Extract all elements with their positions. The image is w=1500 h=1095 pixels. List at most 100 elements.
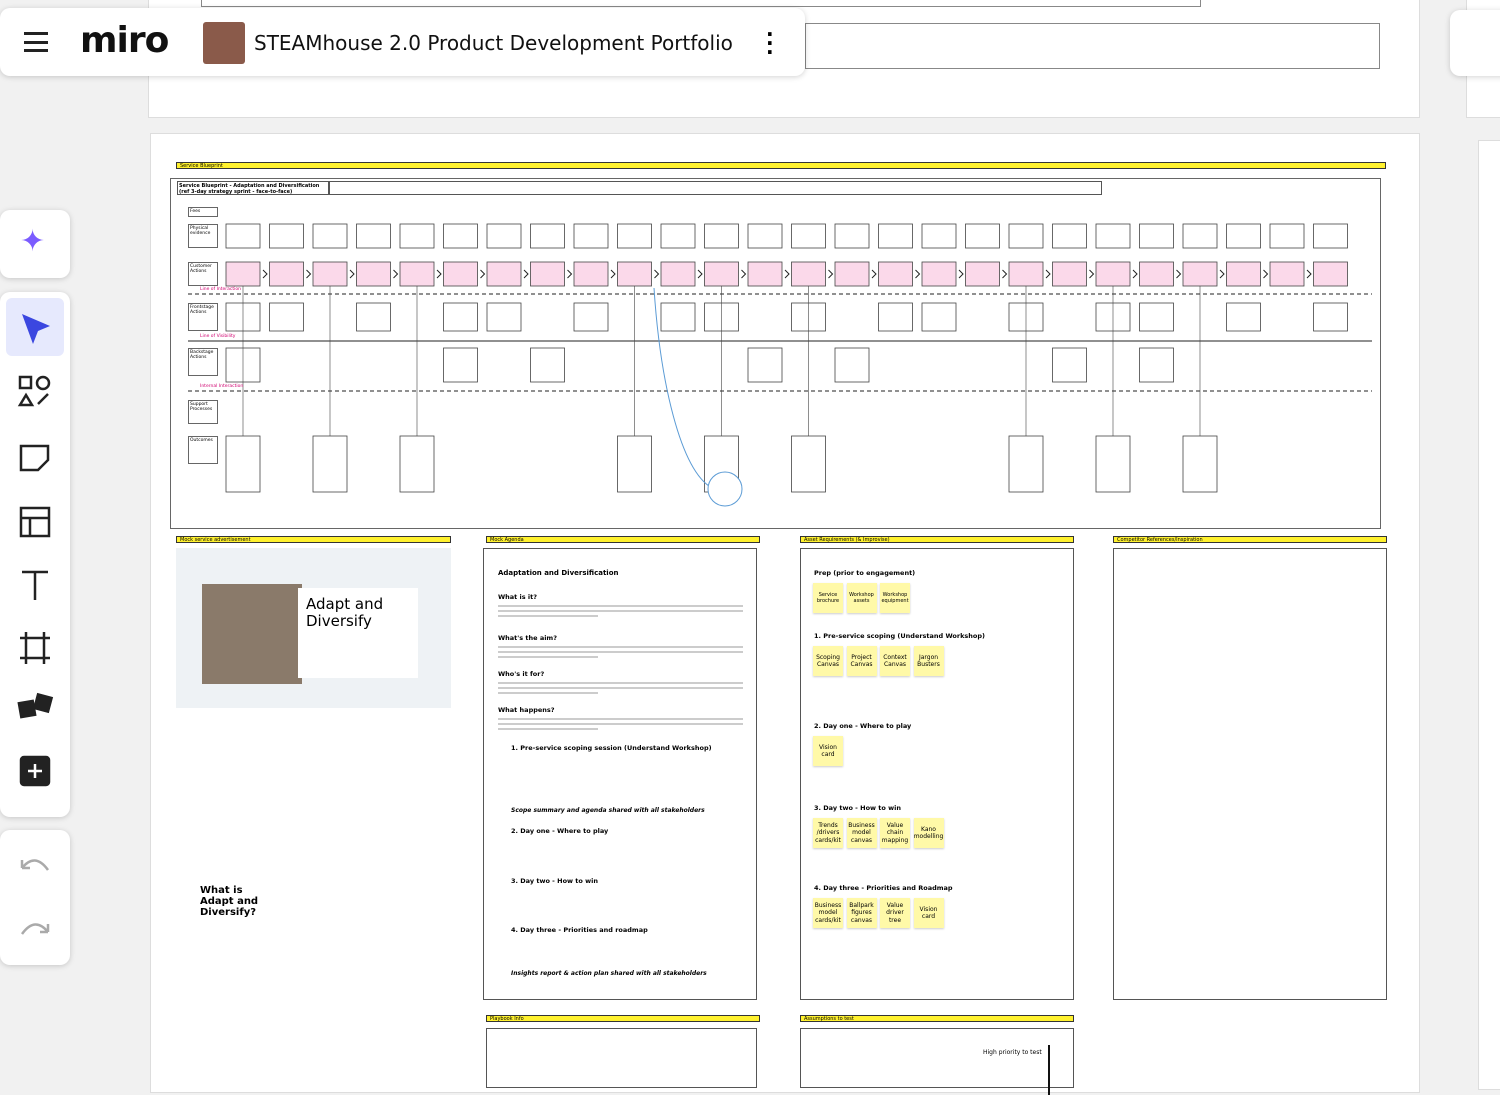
arrow <box>262 269 268 279</box>
evidence-box <box>486 223 522 249</box>
ai-button[interactable]: ✦ <box>20 224 46 259</box>
action-box <box>660 261 696 287</box>
evidence-box <box>269 223 304 249</box>
frontstage-box <box>573 302 609 332</box>
evidence-box <box>747 223 783 249</box>
action-box <box>1008 261 1044 287</box>
frame-label: Assumptions to test <box>800 1015 1074 1022</box>
action-box <box>1182 261 1218 287</box>
lane-label: Outcomes <box>188 436 218 464</box>
evidence-box <box>225 223 261 249</box>
agenda-doc: Adaptation and Diversification What is i… <box>483 548 757 1000</box>
board-title[interactable]: STEAMhouse 2.0 Product Development Portf… <box>254 31 733 55</box>
sticky-note: Business model canvas <box>846 818 877 848</box>
sticky-note: Kano modelling <box>913 818 944 848</box>
sticky-note: Workshop assets <box>846 583 877 613</box>
agenda-item: 3. Day two - How to win <box>511 877 599 885</box>
sticky-note: Value chain mapping <box>880 818 910 848</box>
ad-question: What is Adapt and Diversify? <box>200 885 259 918</box>
frame-label: Service Blueprint <box>176 162 1386 169</box>
backstage-box <box>834 347 870 383</box>
menu-button[interactable] <box>24 32 48 52</box>
lane-label: Customer Actions <box>188 262 218 286</box>
connector-node <box>707 471 743 507</box>
evidence-box <box>1313 223 1348 249</box>
action-box <box>921 261 957 287</box>
arrow <box>697 269 703 279</box>
evidence-box <box>530 223 565 249</box>
assumptions-doc: High priority to test <box>800 1028 1074 1095</box>
photo <box>202 584 302 684</box>
frontstage-box <box>1313 302 1348 332</box>
sticky-note: Scoping Canvas <box>813 646 843 676</box>
text-line <box>498 682 743 684</box>
assets-doc: Prep (prior to engagement) Service brochu… <box>800 548 1074 1000</box>
text-line <box>498 646 743 648</box>
outcome-box <box>791 435 826 493</box>
ad-hero: Adapt and Diversify <box>176 548 451 708</box>
outcome-box <box>225 435 261 493</box>
arrow <box>1176 269 1182 279</box>
evidence-box <box>791 223 826 249</box>
frontstage-box <box>443 302 478 332</box>
text-line <box>498 718 743 720</box>
select-tool[interactable] <box>6 298 64 356</box>
history-toolbar <box>0 830 70 965</box>
blueprint-title: Service Blueprint - Adaptation and Diver… <box>177 181 329 195</box>
arrow <box>1219 269 1225 279</box>
text-line <box>498 651 743 653</box>
outcome-box <box>399 435 435 493</box>
arrow <box>828 269 834 279</box>
timer-panel[interactable] <box>1450 10 1500 76</box>
section-title: 3. Day two - How to win <box>814 804 902 812</box>
frame-label: Mock service advertisement <box>176 536 451 543</box>
evidence-box <box>704 223 739 249</box>
sticky-note: Jargon Busters <box>913 646 944 676</box>
ad-headline: Adapt and Diversify <box>298 588 418 678</box>
outcome-box <box>1182 435 1218 493</box>
agenda-item: What's the aim? <box>498 634 557 642</box>
sticky-note: Value driver tree <box>880 898 910 928</box>
arrow <box>1048 1045 1050 1095</box>
redo[interactable] <box>20 923 50 935</box>
text-line <box>498 728 598 730</box>
arrow <box>567 269 573 279</box>
more-button[interactable]: · · · <box>766 22 774 64</box>
ai-toolbar: ✦ <box>0 210 70 278</box>
sticky-note: Vision card <box>913 898 944 928</box>
backstage-box <box>1052 347 1087 383</box>
arrow <box>871 269 877 279</box>
action-box <box>965 261 1000 287</box>
evidence-box <box>660 223 696 249</box>
competitor-doc <box>1113 548 1387 1000</box>
board-header: miro STEAMhouse 2.0 Product Development … <box>0 8 805 76</box>
lane-label: Physical evidence <box>188 224 218 248</box>
logo[interactable]: miro <box>80 20 169 61</box>
text-line <box>498 687 743 689</box>
action-box <box>747 261 783 287</box>
agenda-item: 4. Day three - Priorities and roadmap <box>511 926 648 934</box>
arrow <box>306 269 312 279</box>
arrow <box>784 269 790 279</box>
undo[interactable] <box>20 859 50 871</box>
section-title: 4. Day three - Priorities and Roadmap <box>814 884 953 892</box>
action-box <box>486 261 522 287</box>
arrow <box>1045 269 1051 279</box>
arrow <box>1263 269 1269 279</box>
action-box <box>399 261 435 287</box>
action-box <box>356 261 391 287</box>
blueprint: Service Blueprint - Adaptation and Diver… <box>170 178 1381 529</box>
agenda-item: Who's it for? <box>498 670 545 678</box>
frame-label: Asset Requirements (& Improvise) <box>800 536 1074 543</box>
agenda-item: 1. Pre-service scoping session (Understa… <box>511 744 712 752</box>
sticky-note: Ballpark figures canvas <box>846 898 877 928</box>
evidence-box <box>1182 223 1218 249</box>
evidence-box <box>617 223 652 249</box>
action-box <box>443 261 478 287</box>
agenda-item: 2. Day one - Where to play <box>511 827 609 835</box>
sticky-note: Workshop equipment <box>880 583 910 613</box>
sticky-note: Service brochure <box>813 583 843 613</box>
text-line <box>498 610 743 612</box>
